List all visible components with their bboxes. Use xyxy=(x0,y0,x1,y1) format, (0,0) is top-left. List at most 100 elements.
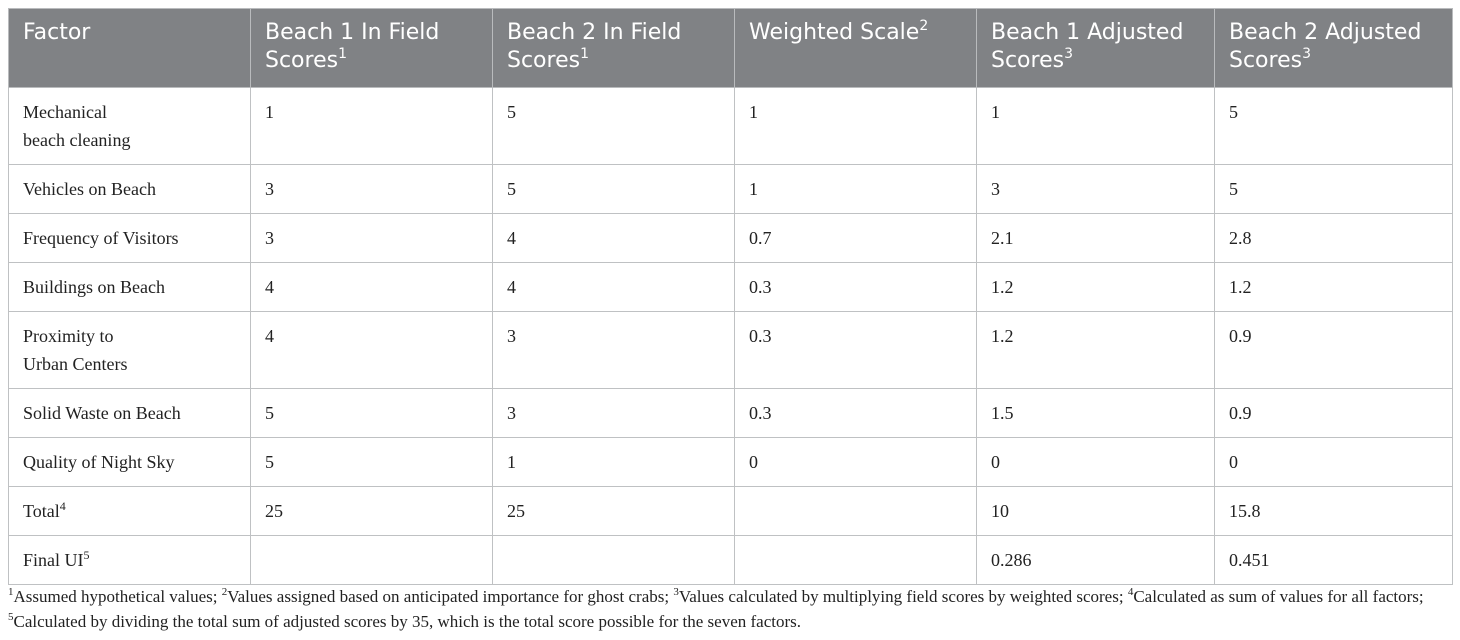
footnote-marker: 1 xyxy=(580,46,590,62)
factor-label: Final UI xyxy=(23,550,84,570)
cell-weight xyxy=(734,535,977,585)
header-beach2-adjusted: Beach 2 Adjusted Scores3 xyxy=(1214,8,1453,88)
factor-label: Total xyxy=(23,501,60,521)
cell-b2-field: 4 xyxy=(492,262,735,312)
cell-factor: Solid Waste on Beach xyxy=(8,388,251,438)
cell-b2-field: 1 xyxy=(492,437,735,487)
cell-b1-field: 4 xyxy=(250,311,493,389)
table-row: Buildings on Beach 4 4 0.3 1.2 1.2 xyxy=(8,262,1453,312)
table-row: Solid Waste on Beach 5 3 0.3 1.5 0.9 xyxy=(8,388,1453,438)
footnote-marker: 5 xyxy=(83,548,90,562)
header-beach1-adjusted: Beach 1 Adjusted Scores3 xyxy=(976,8,1215,88)
cell-b2-field: 5 xyxy=(492,87,735,165)
table-header: Factor Beach 1 In Field Scores1 Beach 2 … xyxy=(8,8,1453,88)
footnote-marker: 3 xyxy=(673,586,679,598)
footnote-text: Calculated by dividing the total sum of … xyxy=(13,612,802,631)
footnote-text: Values assigned based on anticipated imp… xyxy=(227,587,674,606)
cell-b1-field: 3 xyxy=(250,213,493,263)
cell-b1-adjusted: 10 xyxy=(976,486,1215,536)
cell-weight: 0.3 xyxy=(734,262,977,312)
cell-b2-field: 25 xyxy=(492,486,735,536)
footnote-marker: 2 xyxy=(221,586,228,598)
cell-b1-field: 5 xyxy=(250,388,493,438)
cell-b1-field: 25 xyxy=(250,486,493,536)
cell-factor: Frequency of Visitors xyxy=(8,213,251,263)
cell-b1-field: 3 xyxy=(250,164,493,214)
cell-b2-adjusted: 0.9 xyxy=(1214,311,1453,389)
cell-b2-adjusted: 0.9 xyxy=(1214,388,1453,438)
table-row-final-ui: Final UI5 0.286 0.451 xyxy=(8,535,1453,585)
cell-b1-field xyxy=(250,535,493,585)
table-footnotes: 1Assumed hypothetical values; 2Values as… xyxy=(8,584,1458,634)
footnote-marker: 1 xyxy=(338,46,348,62)
cell-factor: Final UI5 xyxy=(8,535,251,585)
table-row-total: Total4 25 25 10 15.8 xyxy=(8,486,1453,536)
cell-b1-adjusted: 1 xyxy=(976,87,1215,165)
header-label: Beach 2 Adjusted Scores xyxy=(1229,20,1422,73)
footnote-text: Values calculated by multiplying field s… xyxy=(678,587,1128,606)
table-row: Proximity to Urban Centers 4 3 0.3 1.2 0… xyxy=(8,311,1453,389)
cell-factor: Quality of Night Sky xyxy=(8,437,251,487)
scores-table-container: Factor Beach 1 In Field Scores1 Beach 2 … xyxy=(8,8,1453,585)
cell-weight: 0.3 xyxy=(734,311,977,389)
footnote-marker: 2 xyxy=(919,18,929,34)
cell-weight: 0 xyxy=(734,437,977,487)
table-row: Quality of Night Sky 5 1 0 0 0 xyxy=(8,437,1453,487)
cell-factor: Proximity to Urban Centers xyxy=(8,311,251,389)
cell-factor: Buildings on Beach xyxy=(8,262,251,312)
header-label: Beach 1 In Field Scores xyxy=(265,20,440,73)
cell-b2-adjusted: 0.451 xyxy=(1214,535,1453,585)
cell-b2-field: 3 xyxy=(492,388,735,438)
cell-b1-adjusted: 1.5 xyxy=(976,388,1215,438)
header-weighted-scale: Weighted Scale2 xyxy=(734,8,977,88)
footnote-marker: 5 xyxy=(8,611,14,623)
header-label: Factor xyxy=(23,20,91,45)
cell-b2-adjusted: 0 xyxy=(1214,437,1453,487)
cell-b1-adjusted: 1.2 xyxy=(976,311,1215,389)
footnote-marker: 3 xyxy=(1302,46,1312,62)
footnote-marker: 4 xyxy=(59,499,66,513)
cell-weight xyxy=(734,486,977,536)
table-row: Vehicles on Beach 3 5 1 3 5 xyxy=(8,164,1453,214)
table-row: Frequency of Visitors 3 4 0.7 2.1 2.8 xyxy=(8,213,1453,263)
footnote-marker: 4 xyxy=(1127,586,1134,598)
header-row: Factor Beach 1 In Field Scores1 Beach 2 … xyxy=(8,8,1453,88)
header-factor: Factor xyxy=(8,8,251,88)
cell-b1-adjusted: 2.1 xyxy=(976,213,1215,263)
cell-weight: 1 xyxy=(734,87,977,165)
factor-label: Proximity to Urban Centers xyxy=(23,326,128,374)
footnote-text: Assumed hypothetical values; xyxy=(13,587,222,606)
header-label: Weighted Scale xyxy=(749,20,920,45)
header-label: Beach 2 In Field Scores xyxy=(507,20,682,73)
header-beach2-field: Beach 2 In Field Scores1 xyxy=(492,8,735,88)
cell-factor: Mechanical beach cleaning xyxy=(8,87,251,165)
header-label: Beach 1 Adjusted Scores xyxy=(991,20,1184,73)
cell-factor: Vehicles on Beach xyxy=(8,164,251,214)
footnote-marker: 3 xyxy=(1064,46,1074,62)
cell-weight: 1 xyxy=(734,164,977,214)
cell-weight: 0.3 xyxy=(734,388,977,438)
cell-b2-adjusted: 5 xyxy=(1214,87,1453,165)
cell-b2-field xyxy=(492,535,735,585)
cell-b1-adjusted: 1.2 xyxy=(976,262,1215,312)
cell-b2-adjusted: 15.8 xyxy=(1214,486,1453,536)
cell-factor: Total4 xyxy=(8,486,251,536)
cell-b2-field: 4 xyxy=(492,213,735,263)
cell-b1-adjusted: 0.286 xyxy=(976,535,1215,585)
cell-b1-field: 1 xyxy=(250,87,493,165)
cell-b1-field: 4 xyxy=(250,262,493,312)
cell-b2-field: 5 xyxy=(492,164,735,214)
table-row: Mechanical beach cleaning 1 5 1 1 5 xyxy=(8,87,1453,165)
cell-b2-field: 3 xyxy=(492,311,735,389)
cell-b2-adjusted: 2.8 xyxy=(1214,213,1453,263)
table-body: Mechanical beach cleaning 1 5 1 1 5 Vehi… xyxy=(8,87,1453,585)
cell-weight: 0.7 xyxy=(734,213,977,263)
header-beach1-field: Beach 1 In Field Scores1 xyxy=(250,8,493,88)
cell-b2-adjusted: 1.2 xyxy=(1214,262,1453,312)
cell-b1-field: 5 xyxy=(250,437,493,487)
cell-b2-adjusted: 5 xyxy=(1214,164,1453,214)
factor-label: Mechanical beach cleaning xyxy=(23,102,131,150)
footnote-marker: 1 xyxy=(8,586,14,598)
scores-table: Factor Beach 1 In Field Scores1 Beach 2 … xyxy=(8,8,1453,585)
footnote-text: Calculated as sum of values for all fact… xyxy=(1133,587,1424,606)
